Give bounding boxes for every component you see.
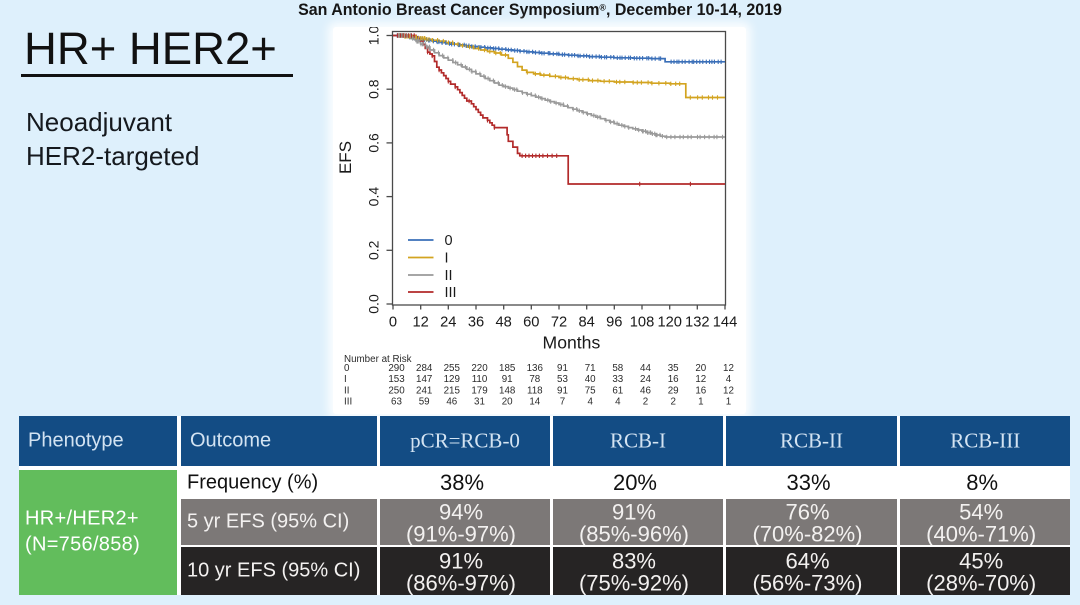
svg-text:I: I [344, 374, 347, 385]
svg-text:63: 63 [391, 397, 402, 408]
svg-text:91: 91 [557, 385, 568, 396]
svg-text:136: 136 [527, 363, 544, 374]
svg-text:I: I [445, 251, 449, 267]
svg-text:46: 46 [446, 397, 457, 408]
svg-text:46: 46 [640, 385, 651, 396]
svg-text:40: 40 [585, 374, 596, 385]
svg-text:4: 4 [587, 397, 593, 408]
svg-text:0: 0 [389, 315, 397, 331]
svg-text:153: 153 [388, 374, 405, 385]
svg-text:24: 24 [440, 315, 456, 331]
svg-text:7: 7 [560, 397, 565, 408]
svg-text:0.4: 0.4 [365, 187, 381, 207]
svg-text:241: 241 [416, 385, 432, 396]
svg-text:2: 2 [670, 397, 675, 408]
svg-text:20: 20 [695, 363, 706, 374]
svg-text:0: 0 [445, 233, 453, 249]
svg-text:Number at Risk: Number at Risk [344, 354, 412, 365]
svg-text:33: 33 [612, 374, 623, 385]
svg-text:58: 58 [612, 363, 623, 374]
svg-text:110: 110 [472, 374, 488, 385]
svg-text:144: 144 [713, 315, 738, 331]
svg-text:147: 147 [416, 374, 432, 385]
svg-text:215: 215 [444, 385, 461, 396]
svg-text:16: 16 [695, 385, 706, 396]
svg-text:20: 20 [502, 397, 513, 408]
svg-text:129: 129 [444, 374, 460, 385]
svg-text:48: 48 [496, 315, 512, 331]
svg-text:71: 71 [585, 363, 596, 374]
svg-text:2: 2 [643, 397, 648, 408]
svg-text:1.0: 1.0 [365, 27, 381, 45]
svg-text:96: 96 [606, 315, 622, 331]
svg-text:Months: Months [543, 333, 601, 353]
svg-text:179: 179 [471, 385, 487, 396]
svg-text:1: 1 [726, 397, 731, 408]
svg-text:II: II [445, 268, 453, 284]
svg-text:0.2: 0.2 [365, 240, 381, 260]
svg-text:255: 255 [444, 363, 461, 374]
svg-text:185: 185 [499, 363, 516, 374]
svg-text:35: 35 [668, 363, 679, 374]
svg-text:91: 91 [502, 374, 513, 385]
svg-text:36: 36 [468, 315, 484, 331]
svg-text:II: II [344, 385, 349, 396]
svg-text:148: 148 [499, 385, 516, 396]
svg-text:12: 12 [695, 374, 706, 385]
svg-text:59: 59 [419, 397, 430, 408]
svg-text:EFS: EFS [336, 141, 355, 174]
svg-text:12: 12 [723, 385, 734, 396]
svg-text:132: 132 [685, 315, 710, 331]
svg-text:250: 250 [388, 385, 405, 396]
svg-text:61: 61 [612, 385, 623, 396]
svg-text:108: 108 [630, 315, 655, 331]
svg-text:1: 1 [698, 397, 703, 408]
svg-text:0.0: 0.0 [365, 294, 381, 314]
svg-text:24: 24 [640, 374, 651, 385]
svg-text:60: 60 [523, 315, 539, 331]
svg-text:12: 12 [723, 363, 734, 374]
svg-text:4: 4 [615, 397, 621, 408]
svg-text:118: 118 [527, 385, 543, 396]
svg-text:0.6: 0.6 [365, 133, 381, 153]
svg-text:16: 16 [668, 374, 679, 385]
svg-text:31: 31 [474, 397, 485, 408]
svg-text:290: 290 [388, 363, 405, 374]
svg-text:0.8: 0.8 [365, 79, 381, 99]
svg-text:12: 12 [413, 315, 429, 331]
svg-text:0: 0 [344, 363, 350, 374]
svg-text:III: III [344, 397, 352, 408]
svg-text:120: 120 [657, 315, 682, 331]
svg-text:91: 91 [557, 363, 568, 374]
svg-text:84: 84 [579, 315, 595, 331]
svg-text:284: 284 [416, 363, 433, 374]
svg-text:29: 29 [668, 385, 679, 396]
svg-text:4: 4 [726, 374, 732, 385]
svg-text:III: III [445, 285, 457, 301]
svg-text:44: 44 [640, 363, 651, 374]
svg-text:53: 53 [557, 374, 568, 385]
svg-text:72: 72 [551, 315, 567, 331]
svg-text:78: 78 [529, 374, 540, 385]
svg-text:75: 75 [585, 385, 596, 396]
svg-text:220: 220 [471, 363, 488, 374]
svg-text:14: 14 [529, 397, 540, 408]
